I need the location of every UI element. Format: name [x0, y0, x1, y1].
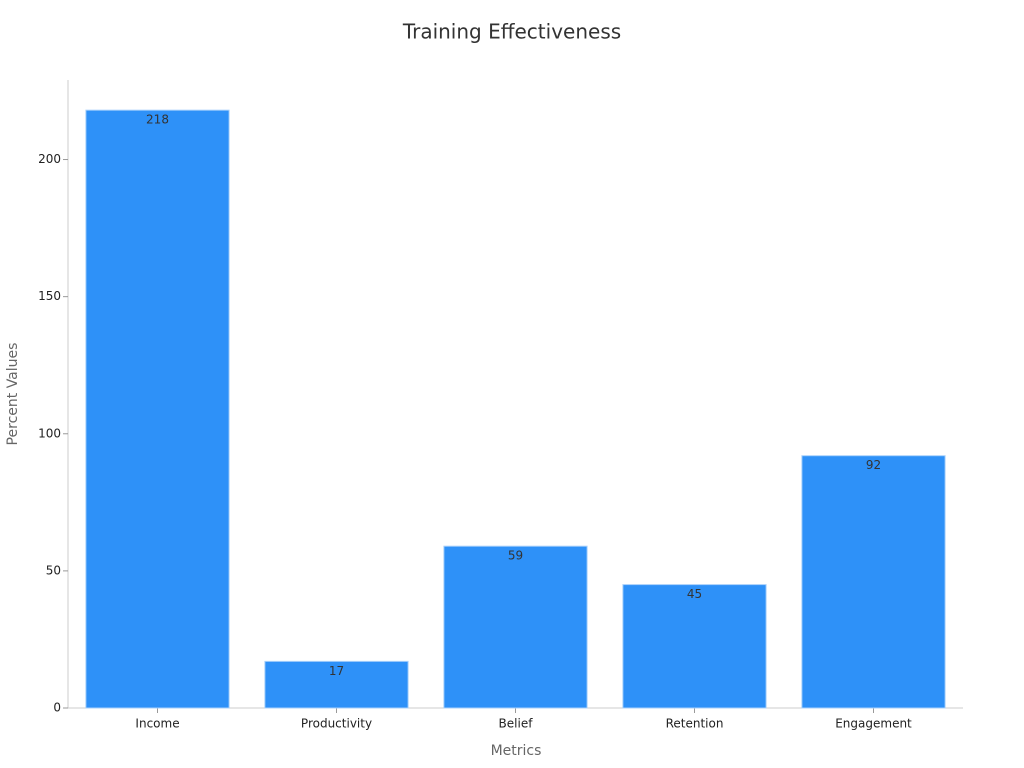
y-tick-label: 50: [46, 563, 61, 577]
chart-title: Training Effectiveness: [402, 20, 621, 44]
bar: [264, 660, 409, 709]
data-label: 59: [508, 549, 523, 563]
data-label: 45: [687, 587, 702, 601]
y-tick-label: 200: [38, 152, 61, 166]
bar: [801, 455, 946, 709]
bar: [443, 545, 588, 709]
y-tick-label: 100: [38, 426, 61, 440]
y-tick-label: 150: [38, 289, 61, 303]
x-tick-label: Engagement: [835, 717, 912, 731]
y-axis-title: Percent Values: [5, 343, 21, 446]
data-label: 92: [866, 458, 881, 472]
x-tick-label: Productivity: [301, 717, 372, 731]
x-tick-label: Income: [135, 717, 179, 731]
bar: [622, 584, 767, 709]
data-label: 17: [329, 664, 344, 678]
bar: [85, 109, 230, 709]
data-label: 218: [146, 113, 169, 127]
x-axis-title: Metrics: [491, 743, 542, 759]
y-tick-label: 0: [53, 701, 61, 715]
x-tick-label: Retention: [666, 717, 724, 731]
x-tick-label: Belief: [499, 717, 534, 731]
